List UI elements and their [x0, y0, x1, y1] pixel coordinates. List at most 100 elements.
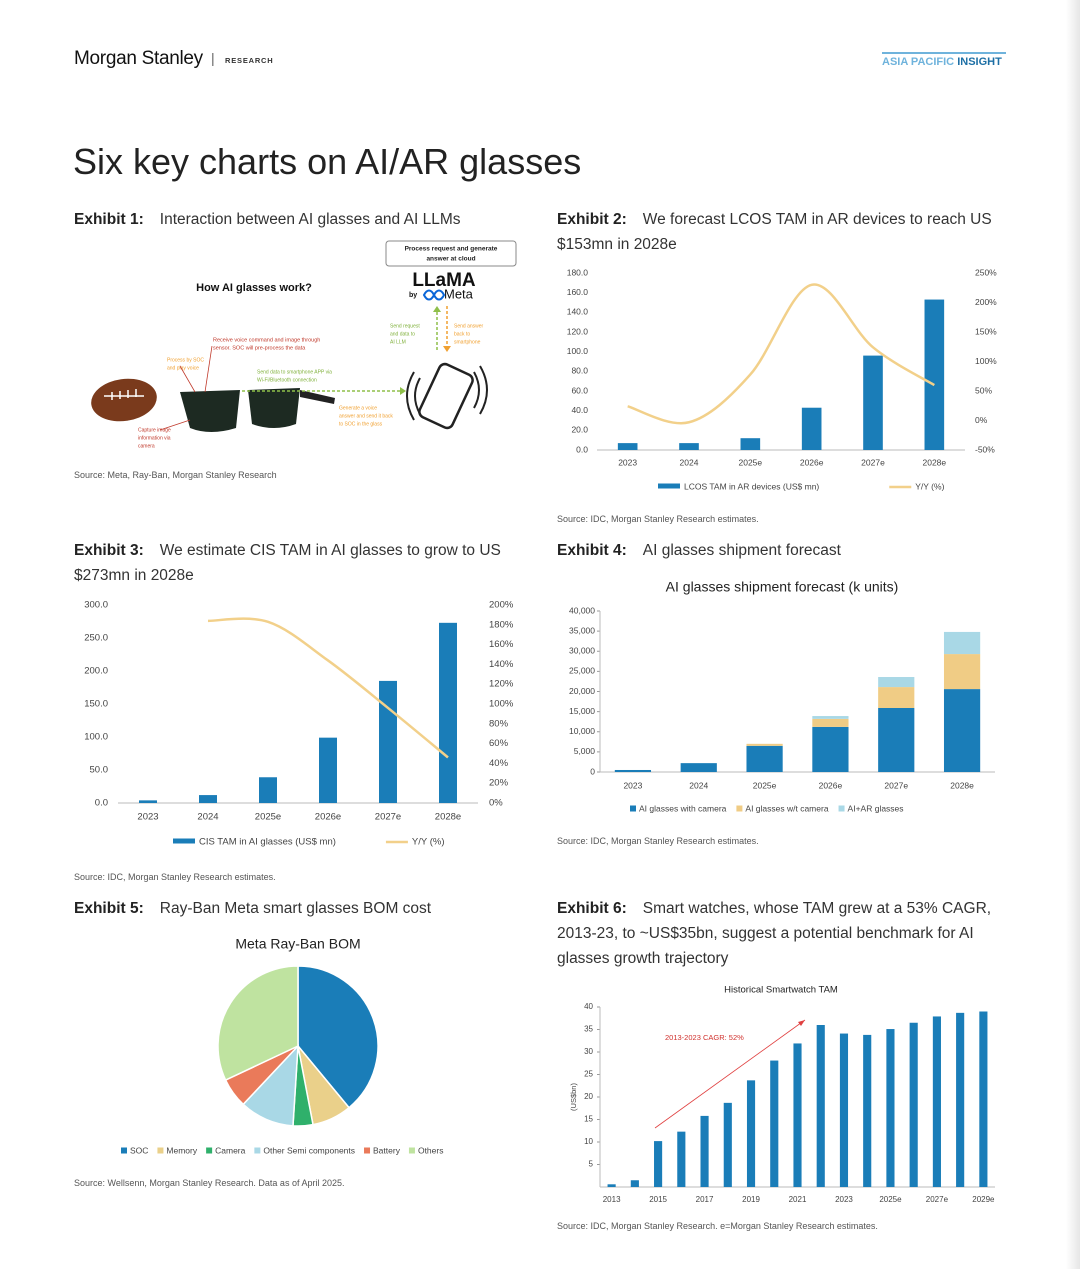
x-tick-label: 2019	[742, 1195, 760, 1204]
y-tick-label: 140.0	[567, 307, 589, 317]
x-tick-label: 2025e	[255, 812, 281, 823]
y2-tick-label: 250%	[975, 267, 997, 277]
bar	[439, 622, 457, 803]
y-tick-label: 150.0	[84, 699, 108, 710]
y-tick-label: 60.0	[571, 385, 588, 395]
bar	[909, 1022, 918, 1187]
glasses-arm	[300, 390, 335, 404]
bar	[746, 1080, 756, 1187]
x-tick-label: 2028e	[435, 812, 461, 823]
bar	[679, 443, 699, 450]
llama-logo: LLaMA	[412, 270, 476, 291]
x-tick-label: 2027e	[375, 812, 401, 823]
x-tick-label: 2023	[618, 457, 637, 467]
y-tick-label: 200.0	[84, 666, 108, 677]
y-tick-label: 5,000	[574, 746, 596, 756]
diagram-text: smartphone	[454, 339, 481, 345]
diagram-text: and data to	[390, 331, 415, 337]
exhibit-label: Exhibit 6:	[557, 900, 627, 917]
brand: Morgan Stanley	[74, 48, 203, 69]
caption: Smart watches, whose TAM grew at a 53% C…	[557, 900, 992, 967]
diagram-text: back to	[454, 331, 470, 337]
chart-title: Meta Ray-Ban BOM	[235, 936, 360, 952]
annotation-arrow	[654, 1019, 806, 1129]
phone-waves	[406, 365, 488, 421]
y2-tick-label: 80%	[489, 718, 509, 729]
y-tick-label: 160.0	[567, 287, 589, 297]
bar	[259, 777, 277, 803]
bar	[932, 1016, 941, 1187]
y-tick-label: 40	[584, 1002, 593, 1011]
exhibit-label: Exhibit 3:	[74, 542, 144, 559]
y2-tick-label: 100%	[489, 699, 514, 710]
legend-label: Y/Y (%)	[915, 481, 944, 491]
exhibit-caption: Exhibit 2: We forecast LCOS TAM in AR dev…	[557, 207, 997, 257]
arrow-head	[443, 346, 451, 352]
y2-tick-label: 40%	[489, 758, 509, 769]
y-tick-label: 15	[584, 1115, 593, 1124]
bar-segment	[746, 743, 783, 746]
pie-slice	[217, 965, 299, 1082]
diagram-text: to SOC in the glass	[339, 421, 383, 427]
bar	[801, 407, 822, 450]
y-axis-label: (US$bn)	[569, 1083, 578, 1111]
x-tick-label: 2017	[696, 1195, 714, 1204]
legend-label: AI glasses w/t camera	[745, 803, 828, 813]
y-tick-label: 25,000	[569, 666, 595, 676]
x-tick-label: 2027e	[861, 457, 885, 467]
x-tick-label: 2021	[789, 1195, 807, 1204]
y-tick-label: 20	[584, 1092, 593, 1101]
y-tick-label: 120.0	[567, 326, 589, 336]
legend-label: Camera	[215, 1145, 246, 1155]
y2-tick-label: 60%	[489, 738, 509, 749]
y2-tick-label: 160%	[489, 639, 514, 650]
legend-label: AI+AR glasses	[848, 803, 904, 813]
y-tick-label: 30	[584, 1047, 593, 1056]
y2-tick-label: -50%	[975, 444, 995, 454]
y-tick-label: 35	[584, 1025, 593, 1034]
bar	[793, 1043, 802, 1187]
legend-swatch	[408, 1147, 415, 1154]
legend-label: Memory	[166, 1145, 197, 1155]
bar	[956, 1012, 965, 1187]
x-tick-label: 2026e	[800, 457, 824, 467]
bar	[924, 299, 945, 450]
y-tick-label: 50.0	[90, 765, 109, 776]
bar-segment	[614, 769, 652, 772]
bar-segment	[878, 708, 915, 772]
bar-segment	[943, 689, 981, 772]
bar	[886, 1029, 895, 1187]
legend-label: LCOS TAM in AR devices (US$ mn)	[684, 481, 819, 491]
bar	[816, 1025, 825, 1187]
separator: |	[211, 50, 215, 66]
source: Source: Meta, Ray-Ban, Morgan Stanley Re…	[74, 470, 277, 480]
y2-tick-label: 150%	[975, 326, 997, 336]
y2-tick-label: 200%	[489, 600, 514, 611]
x-tick-label: 2024	[680, 457, 699, 467]
diagram-text: Wi-Fi/Bluetooth connection	[257, 377, 317, 383]
y2-tick-label: 20%	[489, 778, 509, 789]
y2-tick-label: 0%	[489, 798, 503, 809]
diagram-text: Process by SOC	[167, 357, 204, 363]
x-tick-label: 2023	[835, 1195, 853, 1204]
y-tick-label: 180.0	[567, 267, 589, 277]
page-title: Six key charts on AI/AR glasses	[73, 141, 582, 182]
diagram-text: Process request and generate	[405, 246, 498, 253]
arrow-head	[400, 387, 406, 395]
legend-swatch	[736, 805, 743, 812]
legend-swatch	[658, 483, 680, 489]
bar	[723, 1102, 732, 1187]
tag: ASIA PACIFIC INSIGHT	[882, 56, 1002, 68]
section: RESEARCH	[225, 56, 274, 65]
y2-tick-label: 200%	[975, 297, 997, 307]
y-tick-label: 10,000	[569, 726, 595, 736]
legend-label: Other Semi components	[263, 1145, 355, 1155]
y-tick-label: 20.0	[571, 425, 588, 435]
legend-label: Battery	[373, 1145, 401, 1155]
bar-segment	[680, 763, 717, 772]
legend-label: Others	[418, 1145, 444, 1155]
line	[207, 617, 449, 759]
bar	[199, 795, 217, 803]
